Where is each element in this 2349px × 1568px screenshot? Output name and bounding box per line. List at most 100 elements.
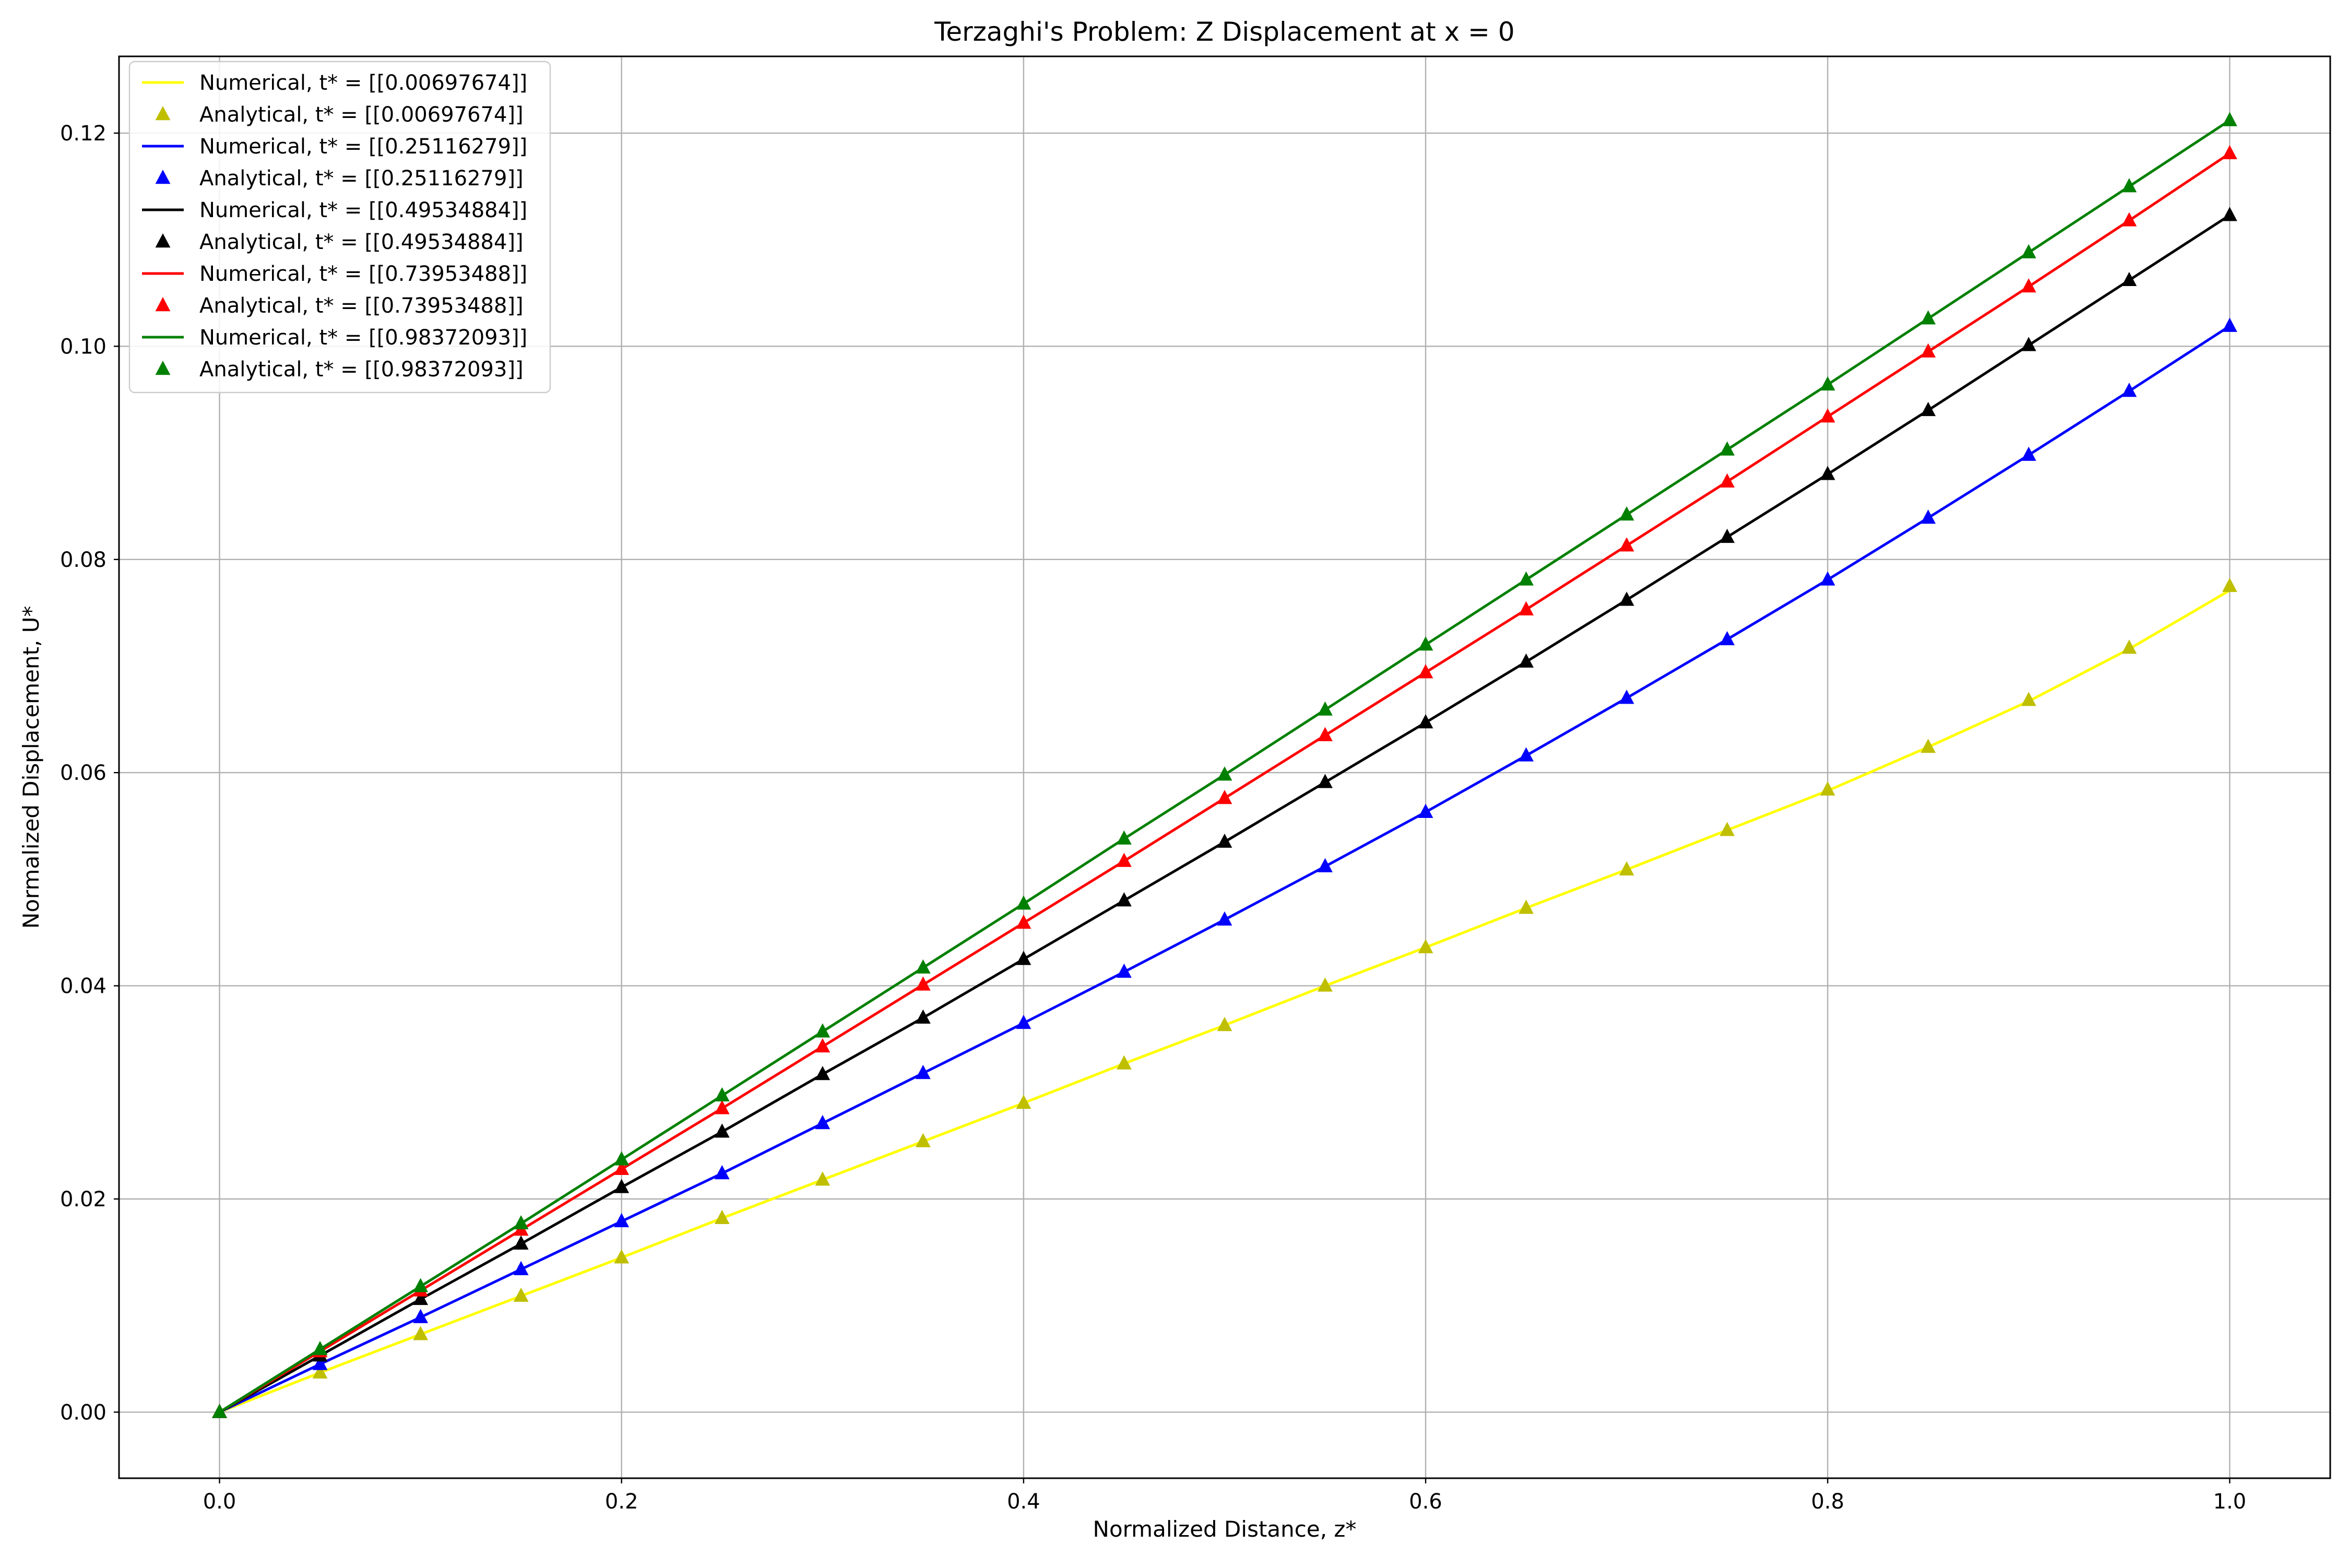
data-point <box>1619 690 1634 704</box>
y-tick-label: 0.04 <box>60 975 106 999</box>
data-point <box>1117 830 1132 845</box>
data-point <box>1719 473 1735 488</box>
data-point <box>2222 112 2237 126</box>
y-axis-label: Normalized Displacement, U* <box>18 606 44 929</box>
data-point <box>714 1165 730 1180</box>
legend-item: Analytical, t* = [[0.49534884]] <box>155 230 524 254</box>
legend-label: Analytical, t* = [[0.98372093]] <box>199 358 524 382</box>
legend-item: Analytical, t* = [[0.98372093]] <box>155 358 524 382</box>
data-point <box>1518 601 1534 615</box>
data-point <box>413 1309 429 1323</box>
data-point <box>1217 766 1232 781</box>
data-point <box>915 959 931 974</box>
data-point <box>1820 781 1835 796</box>
x-axis-label: Normalized Distance, z* <box>1093 1516 1357 1542</box>
data-point <box>1920 401 1936 417</box>
data-point <box>1418 939 1433 954</box>
data-point <box>413 1326 429 1340</box>
data-point <box>413 1278 429 1292</box>
data-point <box>1719 631 1735 646</box>
data-point <box>1820 466 1835 480</box>
data-point <box>815 1066 831 1080</box>
plot-frame <box>118 55 2331 1479</box>
legend-label: Analytical, t* = [[0.49534884]] <box>199 230 524 254</box>
data-point <box>614 1160 630 1175</box>
y-tick-label: 0.00 <box>60 1400 106 1424</box>
series-4 <box>212 317 2237 1418</box>
data-point <box>1016 1095 1031 1109</box>
legend-marker-swatch <box>155 170 171 184</box>
data-point <box>1117 964 1132 978</box>
legend-label: Numerical, t* = [[0.98372093]] <box>199 326 527 350</box>
legend-label: Analytical, t* = [[0.25116279]] <box>199 167 524 191</box>
data-point <box>1619 861 1634 876</box>
legend-label: Numerical, t* = [[0.49534884]] <box>199 198 527 222</box>
x-tick-label: 0.2 <box>605 1490 638 1514</box>
data-point <box>1920 739 1936 753</box>
data-point <box>614 1179 630 1193</box>
legend-item: Analytical, t* = [[0.25116279]] <box>155 167 524 191</box>
data-point <box>815 1023 831 1038</box>
data-point <box>2021 244 2036 258</box>
data-point <box>513 1235 529 1250</box>
data-point <box>915 1065 931 1079</box>
data-point <box>1318 701 1333 716</box>
x-tick-label: 1.0 <box>2213 1490 2247 1514</box>
y-tick-label: 0.08 <box>60 548 106 572</box>
legend-item: Analytical, t* = [[0.73953488]] <box>155 294 524 318</box>
y-tick-label: 0.10 <box>60 335 106 359</box>
legend-marker-swatch <box>155 361 171 375</box>
legend-item: Numerical, t* = [[0.49534884]] <box>142 198 527 222</box>
data-point <box>815 1171 831 1186</box>
data-point <box>1719 528 1735 543</box>
y-tick-label: 0.02 <box>60 1187 106 1211</box>
data-point <box>714 1123 730 1138</box>
data-point <box>2222 207 2237 221</box>
legend-label: Numerical, t* = [[0.25116279]] <box>199 135 527 159</box>
data-point <box>1217 1017 1232 1031</box>
legend: Numerical, t* = [[0.00697674]] Analytical… <box>128 61 551 394</box>
legend-marker-swatch <box>155 297 171 312</box>
data-point <box>614 1213 630 1228</box>
legend-label: Numerical, t* = [[0.73953488]] <box>199 262 527 286</box>
data-point <box>1619 591 1634 606</box>
data-point <box>2021 278 2036 293</box>
data-point <box>815 1115 831 1130</box>
data-point <box>1418 803 1433 818</box>
legend-box <box>128 61 551 394</box>
data-point <box>1719 822 1735 836</box>
data-point <box>1619 506 1634 521</box>
legend-item: Numerical, t* = [[0.25116279]] <box>142 135 527 159</box>
data-point <box>1518 571 1534 586</box>
data-point <box>915 976 931 991</box>
data-point <box>513 1261 529 1275</box>
data-point <box>2021 337 2036 351</box>
y-tick-label: 0.06 <box>60 761 106 785</box>
y-tick-label: 0.12 <box>60 122 106 146</box>
data-point <box>1920 343 1936 358</box>
series-10 <box>212 112 2237 1418</box>
data-point <box>2021 692 2036 706</box>
chart-title: Terzaghi's Problem: Z Displacement at x … <box>934 17 1514 47</box>
data-point <box>2222 317 2237 332</box>
data-point <box>212 1404 227 1418</box>
data-point <box>1418 714 1433 729</box>
data-point <box>1217 833 1232 848</box>
data-point <box>714 1087 730 1102</box>
data-point <box>614 1249 630 1264</box>
data-point <box>513 1287 529 1302</box>
data-point <box>1920 310 1936 325</box>
legend-label: Analytical, t* = [[0.73953488]] <box>199 294 524 318</box>
legend-item: Numerical, t* = [[0.73953488]] <box>142 262 527 286</box>
data-point <box>312 1364 328 1379</box>
data-point <box>1217 790 1232 804</box>
data-point <box>1619 537 1634 552</box>
legend-item: Analytical, t* = [[0.00697674]] <box>155 103 524 127</box>
data-point <box>915 1009 931 1024</box>
data-point <box>1318 858 1333 873</box>
legend-label: Numerical, t* = [[0.00697674]] <box>199 71 527 95</box>
data-point <box>2021 446 2036 461</box>
data-point <box>1117 852 1132 867</box>
data-point <box>1016 895 1031 910</box>
